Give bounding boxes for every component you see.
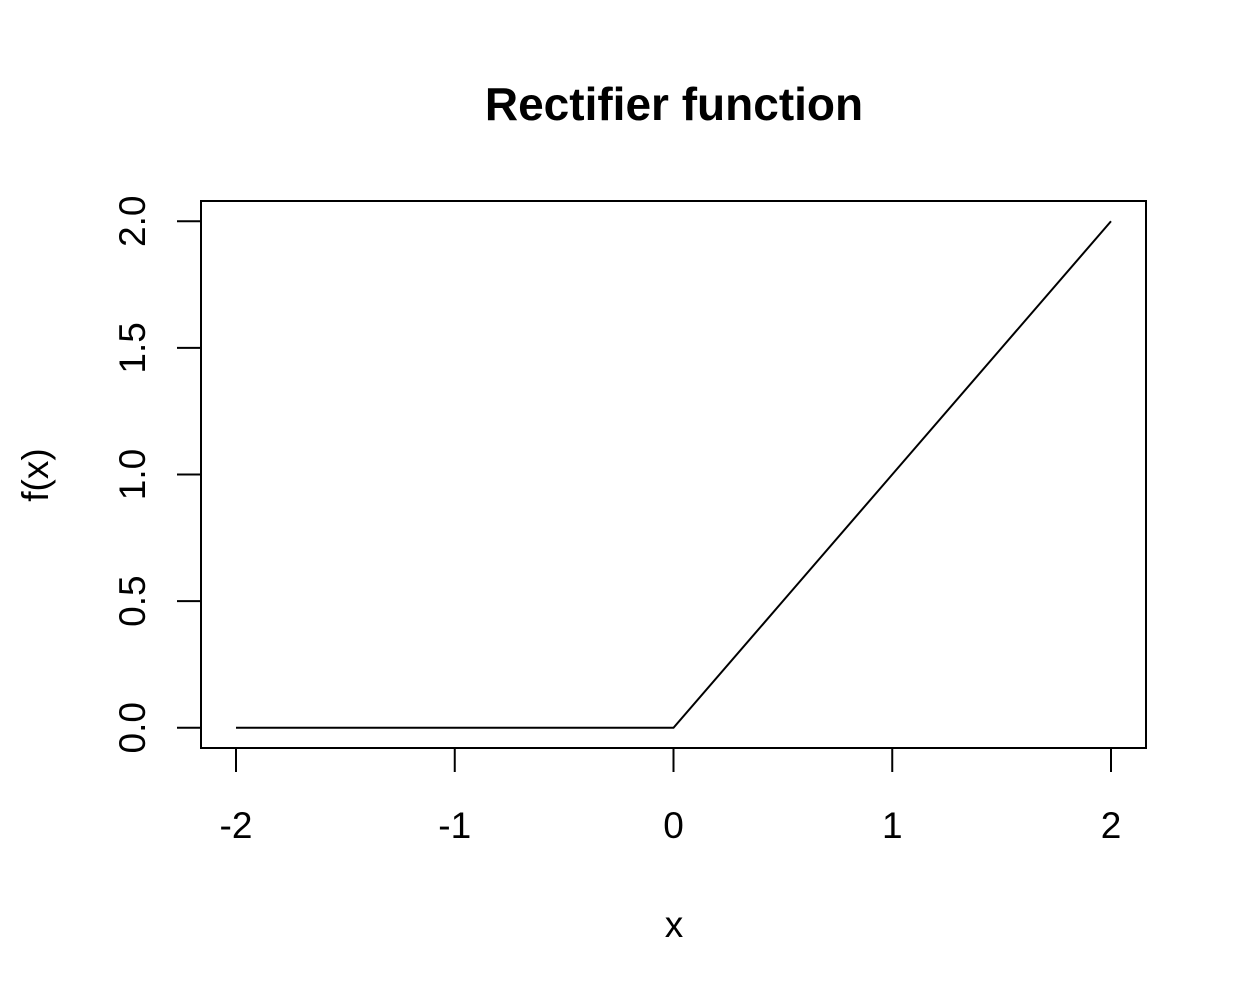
series-layer	[236, 220, 1112, 729]
y-tick-label: 0.0	[112, 702, 153, 753]
x-tick-label: -2	[220, 805, 253, 846]
x-tick-label: 2	[1101, 805, 1122, 846]
x-axis: -2 -1 0 1 2	[220, 747, 1122, 846]
plot-area-border	[200, 200, 1147, 749]
x-axis-label: x	[665, 904, 684, 945]
y-axis: 0.0 0.5 1.0 1.5 2.0	[112, 196, 202, 753]
rectifier-line	[236, 220, 1112, 729]
x-tick-label: 1	[882, 805, 903, 846]
y-axis-label: f(x)	[15, 448, 56, 501]
y-tick-label: 0.5	[112, 575, 153, 626]
chart-title: Rectifier function	[485, 78, 863, 130]
y-tick-label: 2.0	[112, 196, 153, 247]
x-tick-label: 0	[663, 805, 684, 846]
y-tick-label: 1.0	[112, 449, 153, 500]
y-tick-label: 1.5	[112, 322, 153, 373]
x-tick-label: -1	[438, 805, 471, 846]
